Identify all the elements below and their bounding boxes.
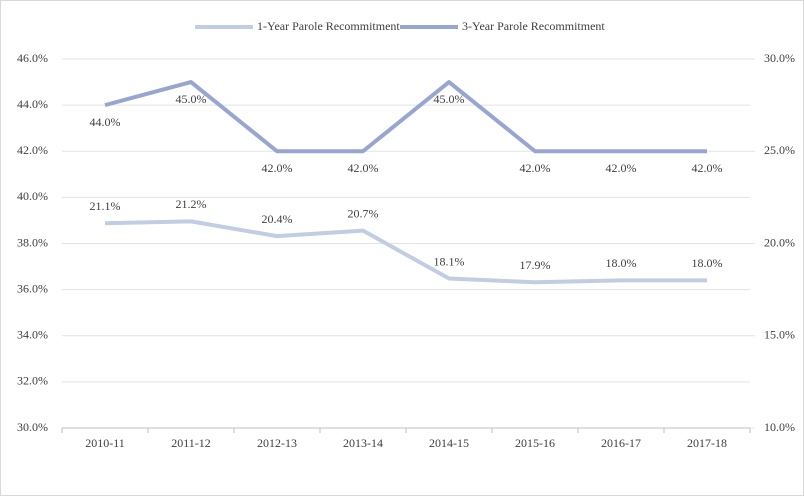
legend-label: 1-Year Parole Recommitment xyxy=(257,19,400,33)
y-tick-label: 30.0% xyxy=(17,420,48,434)
data-label: 42.0% xyxy=(520,161,551,175)
y-tick-label: 44.0% xyxy=(17,97,48,111)
y2-tick-label: 25.0% xyxy=(764,143,795,157)
legend-label: 3-Year Parole Recommitment xyxy=(462,19,605,33)
y-tick-label: 42.0% xyxy=(17,143,48,157)
y-tick-label: 34.0% xyxy=(17,328,48,342)
y2-tick-label: 10.0% xyxy=(764,420,795,434)
x-tick-label: 2013-14 xyxy=(343,436,383,450)
series-line xyxy=(104,219,707,285)
x-tick-label: 2012-13 xyxy=(257,436,297,450)
y-tick-label: 32.0% xyxy=(17,374,48,388)
data-label: 21.2% xyxy=(176,197,207,211)
data-label: 20.7% xyxy=(348,206,379,220)
data-label: 18.0% xyxy=(692,256,723,270)
data-label: 44.0% xyxy=(90,115,121,129)
x-tick-label: 2015-16 xyxy=(515,436,555,450)
data-label: 21.1% xyxy=(90,199,121,213)
x-tick-label: 2017-18 xyxy=(687,436,727,450)
data-label: 20.4% xyxy=(262,212,293,226)
data-label: 18.1% xyxy=(434,254,465,268)
y2-tick-label: 20.0% xyxy=(764,235,795,249)
y-tick-label: 38.0% xyxy=(17,235,48,249)
x-tick-label: 2011-12 xyxy=(171,436,211,450)
data-label: 18.0% xyxy=(606,256,637,270)
data-label: 45.0% xyxy=(176,92,207,106)
x-tick-label: 2010-11 xyxy=(85,436,125,450)
x-tick-label: 2014-15 xyxy=(429,436,469,450)
series-line xyxy=(104,80,707,154)
data-label: 42.0% xyxy=(348,161,379,175)
y2-tick-label: 30.0% xyxy=(764,51,795,65)
y-tick-label: 46.0% xyxy=(17,51,48,65)
y-tick-label: 36.0% xyxy=(17,281,48,295)
data-label: 42.0% xyxy=(692,161,723,175)
data-label: 45.0% xyxy=(434,92,465,106)
data-label: 42.0% xyxy=(606,161,637,175)
y2-tick-label: 15.0% xyxy=(764,328,795,342)
y-tick-label: 40.0% xyxy=(17,189,48,203)
data-label: 17.9% xyxy=(520,258,551,272)
x-tick-label: 2016-17 xyxy=(601,436,641,450)
data-label: 42.0% xyxy=(262,161,293,175)
